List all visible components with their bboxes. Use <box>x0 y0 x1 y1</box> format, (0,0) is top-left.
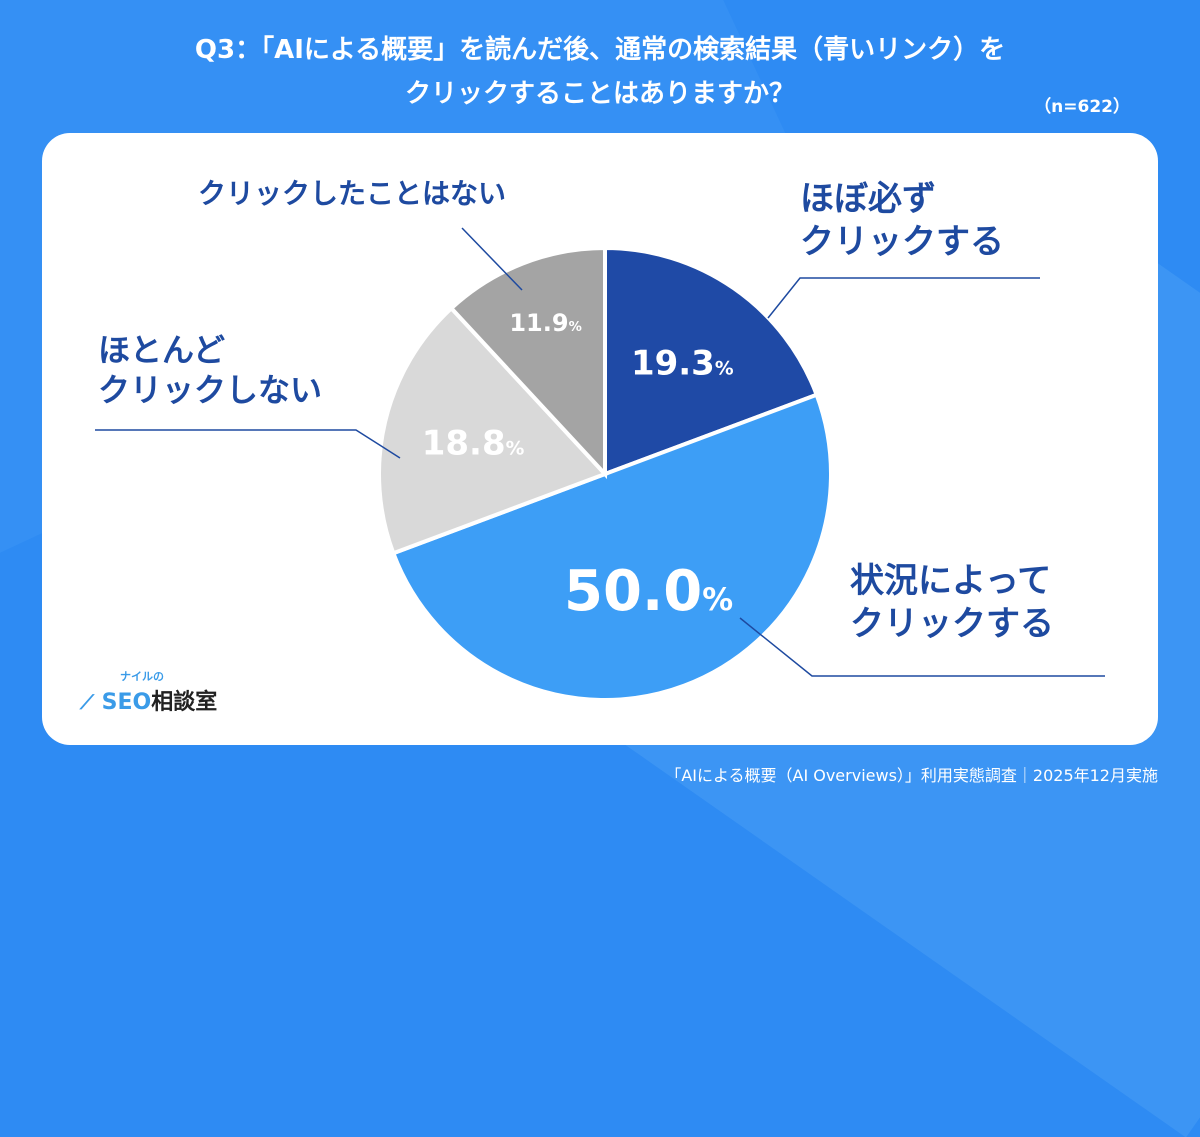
pie-slice <box>448 245 607 480</box>
legend-label: 状況によって <box>850 561 1052 601</box>
pie-slice <box>390 392 833 702</box>
leader-line <box>95 429 401 459</box>
chart-line-icon: ⟋ <box>80 690 94 714</box>
sample-size: （n=622） <box>1034 97 1130 117</box>
logo-text: 相談室 <box>151 690 218 715</box>
legend-label: クリックしたことはない <box>198 177 507 210</box>
legend-label: ほとんど <box>98 331 226 369</box>
pie-slice <box>377 305 609 556</box>
legend-label: ほぼ必ず <box>800 179 936 219</box>
logo-seo: SEO <box>101 690 152 715</box>
leader-line <box>767 277 1040 319</box>
chart-title: Q3：「AIによる概要」を読んだ後、通常の検索結果（青いリンク）を クリックする… <box>0 28 1200 116</box>
label-slice-1: 状況によって クリックする <box>850 560 1054 645</box>
label-slice-0: ほぼ必ず クリックする <box>800 178 1004 263</box>
pie-slice <box>603 245 820 477</box>
legend-label: クリックする <box>800 221 1004 262</box>
pie-chart: 19.3%50.0%18.8%11.9% <box>95 227 1105 702</box>
leader-line <box>739 617 1105 677</box>
label-slice-2: ほとんど クリックしない <box>98 330 322 410</box>
leader-line <box>461 227 523 291</box>
label-slice-3: クリックしたことはない <box>198 176 506 211</box>
logo-small-text: ナイルの <box>120 670 164 683</box>
legend-label: クリックする <box>850 603 1054 644</box>
logo: ナイルの ⟋ SEO相談室 <box>80 668 217 716</box>
legend-label: クリックしない <box>98 371 323 409</box>
footer-note: 「AIによる概要（AI Overviews）」利用実態調査｜2025年12月実施 <box>665 766 1158 785</box>
title-line-2: クリックすることはありますか？ <box>404 79 795 109</box>
title-line-1: Q3：「AIによる概要」を読んだ後、通常の検索結果（青いリンク）を <box>194 35 1006 65</box>
